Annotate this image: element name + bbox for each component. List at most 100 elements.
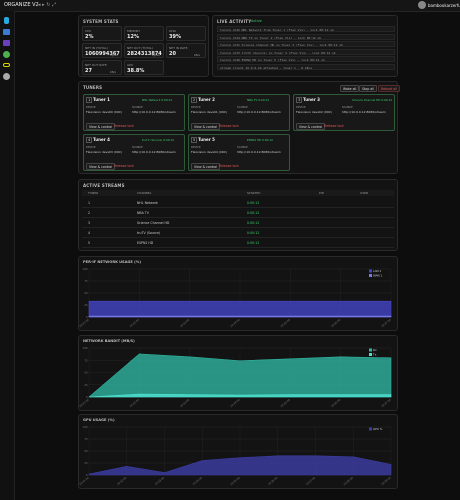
panel-title: SYSTEM STATS: [83, 19, 119, 24]
tuner-card: 4 Tuner 4 truTV (Source) 0:00:12 DEVICE Flex…: [83, 134, 185, 171]
log-line: tuning ch40 ESPN2 HD on Tuner 5 (Flex Vi…: [217, 56, 395, 62]
table-cell: ESPN2 HD: [137, 240, 154, 245]
avatar[interactable]: [418, 1, 426, 9]
view-button[interactable]: View & control: [86, 123, 116, 130]
system-stats-panel: SYSTEM STATS CPU 2% MEMORY 12% DISK 39% NET IN …: [78, 15, 209, 77]
x-tick-label: 19:37:00: [380, 397, 392, 408]
stat-card: NET IN (TOTAL) 1060994367 bytes: [82, 43, 122, 58]
y-tick-label: 50: [84, 291, 88, 295]
panel-title: TUNERS: [83, 85, 103, 90]
x-tick-label: 19:36:00: [267, 475, 279, 486]
table-row: 2 NBA TV 0:00:12: [82, 208, 394, 218]
tuner-name: Tuner 1: [93, 97, 110, 102]
chart-panel: NETWORK BANDIT (MB/S) 0 25 50 75 100 19:31:00 1…: [78, 335, 398, 411]
source-label: SOURCE: [132, 106, 143, 109]
tuner-card: 5 Tuner 5 ESPN2 HD 0:00:12 DEVICE Flexvision…: [188, 134, 290, 171]
tuner-action-button[interactable]: Wake all: [340, 85, 360, 92]
view-button[interactable]: View & control: [191, 163, 221, 170]
chart-title: PER-IF NETWORK USAGE (%): [83, 260, 141, 264]
area-series: [88, 393, 392, 398]
stat-card: NET OUT RATE 27 kB/s: [82, 60, 122, 75]
x-tick-label: 19:35:00: [279, 397, 291, 408]
legend-label: Rx: [373, 348, 377, 352]
chart-title: GPU USAGE (%): [83, 418, 115, 422]
device-label: DEVICE: [86, 146, 96, 149]
device-value: Flexvision devs02 (000): [296, 110, 332, 114]
release-button[interactable]: Release lock: [219, 163, 239, 168]
table-row: 3 Science Channel HD 0:00:12: [82, 218, 394, 228]
release-button[interactable]: Release lock: [324, 123, 344, 128]
y-tick-label: 75: [84, 358, 88, 362]
device-label: DEVICE: [191, 146, 201, 149]
view-button[interactable]: View & control: [191, 123, 221, 130]
chart-panel: GPU USAGE (%) 0 25 50 75 100 19:31:00 19:32:00 1…: [78, 414, 398, 489]
nav-icon[interactable]: [3, 73, 10, 80]
legend-label: Tx: [372, 353, 377, 357]
release-button[interactable]: Release lock: [219, 123, 239, 128]
table-cell: 1: [88, 200, 91, 205]
tuner-action-button[interactable]: Reboot all: [378, 85, 400, 92]
x-tick-label: 19:34:00: [191, 475, 203, 486]
chart: PER-IF NETWORK USAGE (%) 0 25 50 75 100 19:31:…: [79, 260, 392, 328]
panel-title: ACTIVE STREAMS: [83, 183, 125, 188]
stat-card: GPU 38.8%: [124, 60, 164, 75]
tuner-name: Tuner 2: [198, 97, 215, 102]
table-cell: 3: [88, 220, 91, 225]
y-tick-label: 100: [83, 425, 88, 429]
tuner-number: 4: [86, 137, 93, 143]
tuner-action-button[interactable]: Stop all: [359, 85, 377, 92]
device-label: DEVICE: [296, 106, 306, 109]
stat-label: DISK: [169, 28, 177, 33]
y-tick-label: 100: [83, 267, 88, 271]
x-tick-label: 19:37:00: [305, 475, 317, 486]
tuner-number: 1: [86, 97, 93, 103]
table-cell: 0:00:12: [247, 230, 260, 235]
legend-swatch: [369, 269, 372, 273]
table-cell: 0:00:12: [247, 210, 260, 215]
x-tick-label: 19:32:00: [128, 317, 140, 328]
nav-icon[interactable]: [3, 40, 10, 46]
tuner-number: 3: [296, 97, 303, 103]
stat-card: NET OUT (TOTAL) 2824313874 bytes: [124, 43, 164, 58]
device-value: Flexvision devs04 (000): [191, 150, 227, 154]
live-activity-panel: LIVE ACTIVITY Active tuning ch22 NHL Netwo…: [212, 15, 398, 77]
view-button[interactable]: View & control: [296, 123, 326, 130]
stat-unit: kB/s: [110, 69, 116, 74]
legend-label: LAN 1: [373, 269, 382, 273]
device-value: Flexvision devs00 (000): [86, 110, 122, 114]
nav-icons[interactable]: ◂ ▸ ↻ ⤢: [38, 2, 56, 8]
tuner-number: 2: [191, 97, 198, 103]
user-name[interactable]: bambookarzerful: [428, 2, 460, 8]
top-bar: ORGANIZE V2 ◂ ▸ ↻ ⤢ bambookarzerful: [0, 0, 460, 12]
y-tick-label: 75: [84, 437, 88, 441]
sidebar: [0, 11, 15, 500]
column-header: CHANNEL: [137, 191, 152, 195]
tuner-name: Tuner 5: [198, 137, 215, 142]
source-value: http://10.0.0.12:8080/stream: [132, 150, 176, 154]
stat-card: CPU 2%: [82, 26, 122, 41]
nav-icon[interactable]: [3, 29, 10, 35]
y-tick-label: 25: [84, 303, 88, 307]
stat-label: NET IN RATE: [169, 45, 188, 50]
legend-label: WAN 1: [373, 274, 383, 278]
source-label: SOURCE: [237, 146, 248, 149]
view-button[interactable]: View & control: [86, 163, 116, 170]
nav-icon[interactable]: [3, 63, 10, 67]
x-tick-label: 19:31:00: [79, 475, 90, 486]
source-label: SOURCE: [132, 146, 143, 149]
x-tick-label: 19:35:00: [229, 475, 241, 486]
release-button[interactable]: Release lock: [114, 163, 134, 168]
nav-icon[interactable]: [3, 51, 10, 58]
table-cell: truTV (Source): [137, 230, 161, 235]
log-line: tuning ch33 truTV (Source) on Tuner 4 (F…: [217, 48, 395, 55]
stat-label: GPU: [127, 62, 134, 67]
tuner-status: Science Channel HD 0:00:12: [352, 97, 393, 102]
y-tick-label: 75: [84, 279, 88, 283]
release-button[interactable]: Release lock: [114, 123, 134, 128]
stat-label: CPU: [85, 28, 92, 33]
stat-card: DISK 39%: [166, 26, 206, 41]
nav-icon[interactable]: [4, 17, 9, 24]
source-label: SOURCE: [342, 106, 353, 109]
tuner-name: Tuner 3: [303, 97, 320, 102]
